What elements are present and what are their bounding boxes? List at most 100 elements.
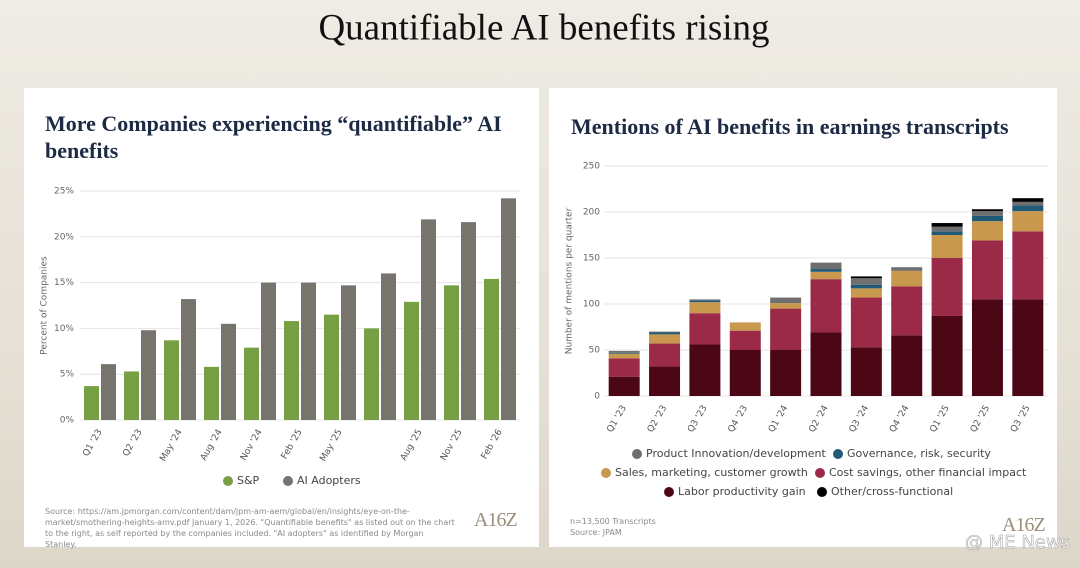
- bar: [261, 282, 276, 420]
- bar-segment: [810, 269, 842, 272]
- bar-segment: [649, 331, 681, 333]
- bar: [341, 285, 356, 420]
- bar: [221, 323, 236, 420]
- y-axis-label: Percent of Companies: [40, 256, 50, 355]
- y-tick-label: 10%: [54, 324, 74, 334]
- bar: [181, 299, 196, 420]
- bar-segment: [850, 288, 882, 298]
- bar-segment: [770, 297, 802, 304]
- bar-segment: [649, 343, 681, 367]
- bar-segment: [649, 334, 681, 344]
- bar: [204, 366, 219, 420]
- bar-segment: [891, 267, 923, 271]
- y-tick-label: 0%: [60, 416, 75, 426]
- legend-swatch: [223, 476, 233, 486]
- y-tick-label: 50: [589, 346, 601, 356]
- bar: [484, 278, 499, 420]
- bar-segment: [1012, 205, 1044, 212]
- bar-segment: [971, 209, 1003, 212]
- bar-segment: [608, 350, 640, 353]
- bar-segment: [850, 278, 882, 285]
- bar-segment: [810, 271, 842, 280]
- bar-segment: [689, 300, 721, 303]
- legend-label: Other/cross-functional: [831, 485, 953, 498]
- y-tick-label: 100: [583, 300, 600, 310]
- bar: [461, 222, 476, 420]
- bar-segment: [931, 226, 963, 232]
- bar-segment: [1012, 231, 1044, 300]
- legend-swatch: [815, 468, 825, 478]
- bar: [421, 219, 436, 420]
- bar-segment: [1012, 198, 1044, 202]
- legend-label: Sales, marketing, customer growth: [615, 466, 808, 479]
- bar: [324, 314, 339, 420]
- bar-segment: [850, 297, 882, 348]
- bar: [284, 321, 299, 420]
- bar: [84, 386, 99, 420]
- bar-segment: [729, 322, 761, 331]
- bar-segment: [770, 308, 802, 350]
- bar-segment: [608, 376, 640, 396]
- y-tick-label: 5%: [60, 370, 75, 380]
- note: Source: JPAM: [570, 528, 622, 537]
- bar: [301, 282, 316, 420]
- bar-segment: [971, 299, 1003, 396]
- y-tick-label: 25%: [54, 187, 74, 197]
- y-tick-label: 150: [583, 254, 600, 264]
- bar: [364, 328, 379, 420]
- bar-segment: [931, 231, 963, 235]
- page-title: Quantifiable AI benefits rising: [318, 7, 769, 48]
- y-axis-label: Number of mentions per quarter: [565, 207, 575, 354]
- bar-segment: [810, 279, 842, 333]
- bar: [404, 301, 419, 420]
- legend-label: Labor productivity gain: [678, 485, 806, 498]
- bar-segment: [1012, 211, 1044, 232]
- bar-segment: [689, 313, 721, 345]
- bar-segment: [810, 332, 842, 396]
- bar: [124, 371, 139, 420]
- chart-title: Mentions of AI benefits in earnings tran…: [571, 114, 1009, 139]
- bar: [381, 273, 396, 420]
- legend-label: S&P: [237, 474, 260, 487]
- bar-segment: [1012, 201, 1044, 206]
- y-tick-label: 250: [583, 162, 600, 172]
- bar-segment: [931, 315, 963, 396]
- bar: [444, 285, 459, 420]
- bar-segment: [971, 240, 1003, 300]
- bar: [101, 364, 116, 420]
- bar-segment: [689, 299, 721, 301]
- bar-segment: [850, 347, 882, 396]
- bar-segment: [770, 303, 802, 309]
- bar-segment: [891, 335, 923, 396]
- bar-segment: [689, 302, 721, 314]
- watermark: @ ME News: [965, 532, 1070, 553]
- legend-swatch: [664, 487, 674, 497]
- bar-segment: [608, 353, 640, 359]
- source-note: Source: https://am.jpmorgan.com/content/…: [45, 507, 455, 549]
- bar: [244, 347, 259, 420]
- y-tick-label: 15%: [54, 278, 74, 288]
- logo: A16Z: [1002, 514, 1046, 536]
- bar-segment: [649, 332, 681, 335]
- bar-segment: [608, 358, 640, 377]
- legend-swatch: [817, 487, 827, 497]
- legend-swatch: [283, 476, 293, 486]
- bar-segment: [931, 223, 963, 227]
- y-tick-label: 0: [594, 392, 600, 402]
- bar-segment: [850, 284, 882, 289]
- legend-label: Cost savings, other financial impact: [829, 466, 1027, 479]
- bar-segment: [971, 211, 1003, 216]
- bar-segment: [810, 262, 842, 270]
- bar-segment: [1012, 299, 1044, 396]
- bar: [501, 198, 516, 420]
- legend-label: Governance, risk, security: [847, 447, 991, 460]
- bar: [141, 330, 156, 420]
- chart-title: More Companies experiencing “quantifiabl…: [45, 111, 502, 163]
- bar: [164, 340, 179, 420]
- bar-segment: [689, 344, 721, 396]
- bar-segment: [891, 270, 923, 287]
- bar-segment: [931, 235, 963, 258]
- legend-swatch: [632, 449, 642, 459]
